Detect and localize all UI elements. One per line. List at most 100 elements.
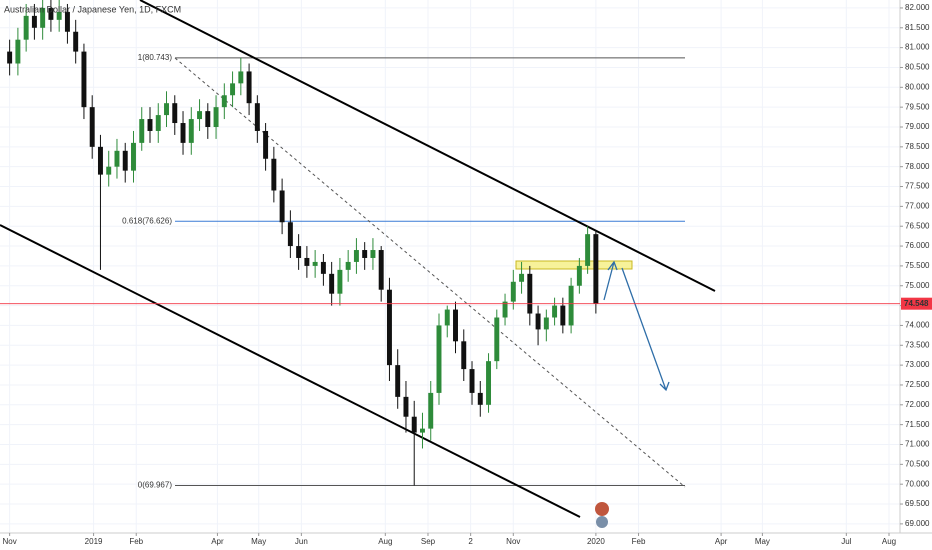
candle-body: [89, 107, 95, 147]
y-tick-label: 81.500: [905, 23, 930, 32]
candle-body: [246, 71, 252, 104]
y-tick-label: 79.500: [905, 102, 930, 111]
candle-body: [31, 15, 37, 28]
y-tick-label: 70.000: [905, 479, 930, 488]
candle-body: [329, 273, 335, 294]
candle-body: [453, 309, 458, 342]
candle-body: [197, 111, 203, 120]
candle-body: [345, 261, 351, 270]
candle-body: [287, 222, 293, 247]
candle-body: [131, 142, 136, 171]
y-tick-label: 82.000: [905, 3, 930, 12]
zone: [515, 260, 633, 270]
candle-body: [535, 313, 541, 330]
y-tick-label: 72.500: [905, 380, 930, 389]
candle-body: [428, 392, 434, 429]
trend-line: [0, 224, 581, 518]
candle-body: [23, 15, 29, 40]
candle-body: [147, 119, 153, 131]
candle-body: [155, 115, 161, 131]
candle-body: [411, 416, 417, 433]
x-tick-label: Jul: [841, 537, 851, 546]
candle-body: [254, 103, 260, 131]
candle-body: [477, 392, 483, 405]
candle-body: [312, 261, 318, 266]
candle-body: [304, 257, 310, 266]
x-tick-label: Nov: [506, 537, 520, 546]
y-tick-label: 72.000: [905, 400, 930, 409]
candle-body: [7, 51, 13, 64]
price-label-box: [901, 297, 932, 310]
x-tick-label: Apr: [211, 537, 224, 546]
x-tick-label: May: [251, 537, 266, 546]
candle-body: [552, 305, 558, 318]
x-tick-label: Apr: [715, 537, 728, 546]
y-tick-label: 78.500: [905, 142, 930, 151]
y-tick-label: 74.000: [905, 321, 930, 330]
candle-body: [469, 369, 475, 393]
y-tick-label: 75.000: [905, 281, 930, 290]
candle-body: [73, 31, 79, 52]
x-tick-label: Sep: [421, 537, 436, 546]
candle-body: [15, 39, 21, 64]
candle-body: [122, 150, 128, 171]
candle-body: [370, 250, 376, 258]
candle-body: [164, 103, 169, 116]
x-tick-label: Feb: [632, 537, 646, 546]
x-tick-label: May: [755, 537, 770, 546]
x-tick-label: Feb: [129, 537, 143, 546]
candle-body: [205, 111, 211, 127]
x-tick-label: Aug: [882, 537, 896, 546]
y-tick-label: 80.500: [905, 63, 930, 72]
candle-body: [378, 250, 384, 290]
y-tick-label: 73.500: [905, 340, 930, 349]
fib-label: 0.618(76.626): [122, 216, 172, 225]
candle-body: [543, 317, 549, 330]
candle-body: [403, 396, 409, 417]
candle-body: [64, 11, 70, 32]
candle-body: [296, 246, 302, 258]
candle-body: [353, 250, 359, 262]
y-tick-label: 79.000: [905, 122, 930, 131]
x-tick-label: 2020: [587, 537, 605, 546]
candle-body: [444, 309, 450, 326]
y-tick-label: 81.000: [905, 43, 930, 52]
candle-body: [271, 158, 277, 191]
candle-body: [114, 150, 120, 167]
arrow: [603, 260, 618, 301]
x-tick-label: Nov: [3, 537, 17, 546]
candle-body: [527, 273, 533, 314]
candle-body: [180, 123, 186, 143]
y-tick-label: 76.500: [905, 221, 930, 230]
y-tick-label: 77.500: [905, 182, 930, 191]
candle-body: [40, 7, 46, 28]
y-tick-label: 69.500: [905, 499, 930, 508]
y-tick-label: 69.000: [905, 519, 930, 528]
fib-label: 0(69.967): [138, 481, 173, 490]
y-tick-label: 75.500: [905, 261, 930, 270]
candle-body: [519, 273, 525, 282]
candle-body: [81, 51, 87, 108]
candle-body: [337, 269, 343, 294]
y-tick-label: 80.000: [905, 82, 930, 91]
grid: [0, 0, 900, 533]
candle-body: [362, 250, 368, 258]
candle-body: [420, 428, 425, 433]
y-tick-label: 70.500: [905, 459, 930, 468]
candle-body: [494, 317, 500, 362]
y-tick-label: 78.000: [905, 162, 930, 171]
candle-body: [486, 361, 492, 405]
candle-body: [510, 281, 516, 302]
candle-body: [221, 95, 227, 108]
candle-body: [320, 261, 326, 274]
candle-body: [585, 234, 591, 266]
candle-body: [263, 130, 269, 159]
y-tick-label: 71.000: [905, 440, 930, 449]
y-tick-label: 73.000: [905, 360, 930, 369]
x-tick-label: Aug: [378, 537, 392, 546]
candle-body: [568, 285, 574, 326]
candle-body: [576, 265, 582, 286]
candle-body: [56, 11, 62, 20]
candle-body: [502, 301, 508, 318]
